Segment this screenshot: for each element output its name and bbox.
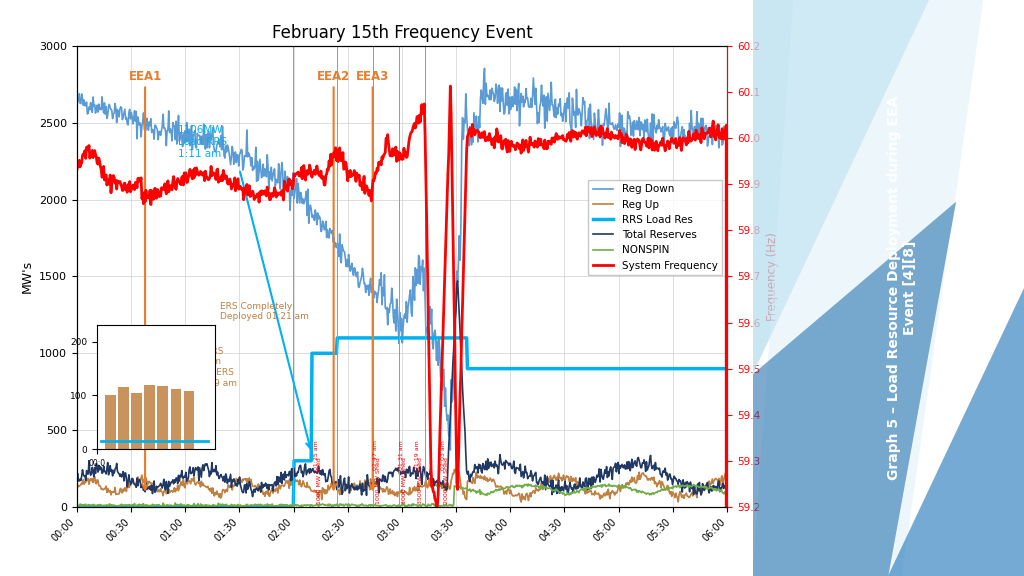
Text: ERS Completely
Deployed 01:21 am: ERS Completely Deployed 01:21 am — [220, 302, 308, 321]
Text: 3000 MW Shed: 3000 MW Shed — [401, 457, 407, 504]
Title: February 15th Frequency Event: February 15th Frequency Event — [271, 24, 532, 41]
Bar — [171, 389, 181, 449]
Text: 02:03 am: 02:03 am — [441, 440, 445, 470]
Text: 847 MW 30 MIN ERS
Deployed 00:18 am: 847 MW 30 MIN ERS Deployed 00:18 am — [132, 347, 223, 366]
Text: 1000 MW Shed: 1000 MW Shed — [376, 457, 381, 504]
Y-axis label: Frequency (Hz): Frequency (Hz) — [766, 232, 778, 321]
Bar — [131, 393, 141, 449]
Text: 2000 MW Shed: 2000 MW Shed — [444, 457, 450, 504]
Text: 3500 MW Shed: 3500 MW Shed — [418, 457, 423, 504]
Bar — [118, 387, 129, 449]
Text: EEA1: EEA1 — [128, 70, 162, 83]
Bar — [158, 386, 168, 449]
Text: 01:19 am: 01:19 am — [415, 440, 420, 470]
Polygon shape — [753, 0, 983, 576]
Bar — [144, 385, 155, 449]
Text: 1106MW
Load RRS
1:11 am: 1106MW Load RRS 1:11 am — [177, 126, 226, 158]
Polygon shape — [753, 0, 929, 374]
Text: 02:47 am: 02:47 am — [373, 440, 378, 470]
Text: 51 MW 10 MIN ERS
Deployed 01:19 am: 51 MW 10 MIN ERS Deployed 01:19 am — [148, 368, 238, 388]
Bar — [105, 396, 116, 449]
Polygon shape — [753, 202, 956, 576]
Text: 1000 MW Shed: 1000 MW Shed — [317, 457, 323, 504]
Text: Graph 5 – Load Resource Deployment during EEA
Event [4][8]: Graph 5 – Load Resource Deployment durin… — [887, 96, 916, 480]
Polygon shape — [888, 288, 1024, 576]
Legend: Reg Down, Reg Up, RRS Load Res, Total Reserves, NONSPIN, System Frequency: Reg Down, Reg Up, RRS Load Res, Total Re… — [589, 180, 722, 275]
Y-axis label: MW's: MW's — [20, 260, 34, 293]
Text: 01:25 am: 01:25 am — [314, 440, 319, 470]
Bar — [183, 391, 195, 449]
Text: 01:31 am: 01:31 am — [398, 440, 403, 470]
Text: EEA2: EEA2 — [317, 70, 350, 83]
Text: EEA3: EEA3 — [356, 70, 389, 83]
